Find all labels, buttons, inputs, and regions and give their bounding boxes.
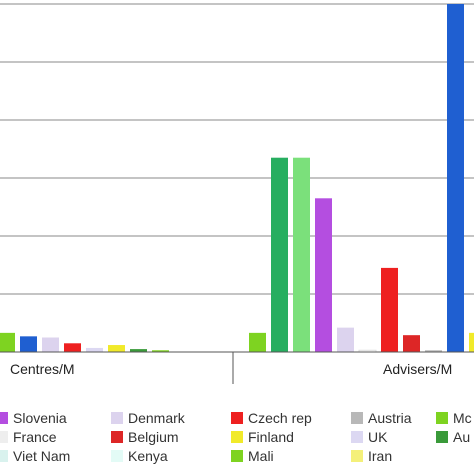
legend-label: Austria bbox=[368, 410, 412, 426]
legend-item-finland: Finland bbox=[231, 429, 294, 446]
legend-swatch bbox=[0, 412, 8, 424]
bar bbox=[293, 157, 310, 352]
legend-item-czech-rep: Czech rep bbox=[231, 410, 312, 427]
bar bbox=[86, 347, 103, 352]
legend-item-mc: Mc bbox=[436, 410, 472, 427]
bar bbox=[315, 198, 332, 352]
category-label-advisers: Advisers/M bbox=[383, 361, 453, 377]
legend-label: France bbox=[13, 429, 57, 445]
bars bbox=[0, 4, 474, 353]
legend-swatch bbox=[111, 450, 123, 462]
legend-swatch bbox=[351, 412, 363, 424]
bar bbox=[152, 350, 169, 352]
legend-label: UK bbox=[368, 429, 388, 445]
bar bbox=[337, 327, 354, 352]
legend-swatch bbox=[231, 431, 243, 443]
legend-label: Denmark bbox=[128, 410, 185, 426]
legend-item-au: Au bbox=[436, 429, 470, 446]
legend-item-iran: Iran bbox=[351, 448, 392, 465]
legend-item-denmark: Denmark bbox=[111, 410, 185, 427]
legend-item-austria: Austria bbox=[351, 410, 412, 427]
legend-label: Kenya bbox=[128, 448, 168, 464]
bar bbox=[425, 350, 442, 352]
bar bbox=[42, 337, 59, 352]
legend-swatch bbox=[351, 431, 363, 443]
legend-swatch bbox=[111, 412, 123, 424]
legend-swatch bbox=[351, 450, 363, 462]
legend-label: Finland bbox=[248, 429, 294, 445]
legend-item-uk: UK bbox=[351, 429, 387, 446]
legend-item-france: France bbox=[0, 429, 57, 446]
bar bbox=[469, 332, 474, 352]
bar bbox=[381, 267, 398, 352]
legend-item-kenya: Kenya bbox=[111, 448, 168, 465]
category-label-centres: Centres/M bbox=[10, 361, 75, 377]
legend-label: Iran bbox=[368, 448, 393, 464]
legend-item-viet-nam: Viet Nam bbox=[0, 448, 70, 465]
bar bbox=[0, 332, 15, 352]
bar bbox=[249, 332, 266, 352]
legend-swatch bbox=[231, 450, 243, 462]
legend-swatch bbox=[231, 412, 243, 424]
legend-label: Mc bbox=[453, 410, 472, 426]
legend-swatch bbox=[436, 431, 448, 443]
legend-swatch bbox=[436, 412, 448, 424]
bar bbox=[130, 349, 147, 352]
legend-swatch bbox=[0, 431, 8, 443]
legend-label: Belgium bbox=[128, 429, 179, 445]
legend-item-belgium: Belgium bbox=[111, 429, 179, 446]
gridlines bbox=[0, 3, 474, 295]
legend-item-slovenia: Slovenia bbox=[0, 410, 67, 427]
legend-label: Mali bbox=[248, 448, 274, 464]
legend-label: Viet Nam bbox=[13, 448, 71, 464]
legend-swatch bbox=[0, 450, 8, 462]
legend-label: Slovenia bbox=[13, 410, 67, 426]
legend-label: Au bbox=[453, 429, 471, 445]
bar bbox=[64, 343, 81, 352]
legend-swatch bbox=[111, 431, 123, 443]
legend-item-mali: Mali bbox=[231, 448, 274, 465]
bar bbox=[271, 157, 288, 352]
bar bbox=[403, 335, 420, 352]
bar bbox=[447, 4, 464, 352]
bar bbox=[20, 336, 37, 352]
bar bbox=[108, 345, 125, 352]
legend-label: Czech rep bbox=[248, 410, 312, 426]
